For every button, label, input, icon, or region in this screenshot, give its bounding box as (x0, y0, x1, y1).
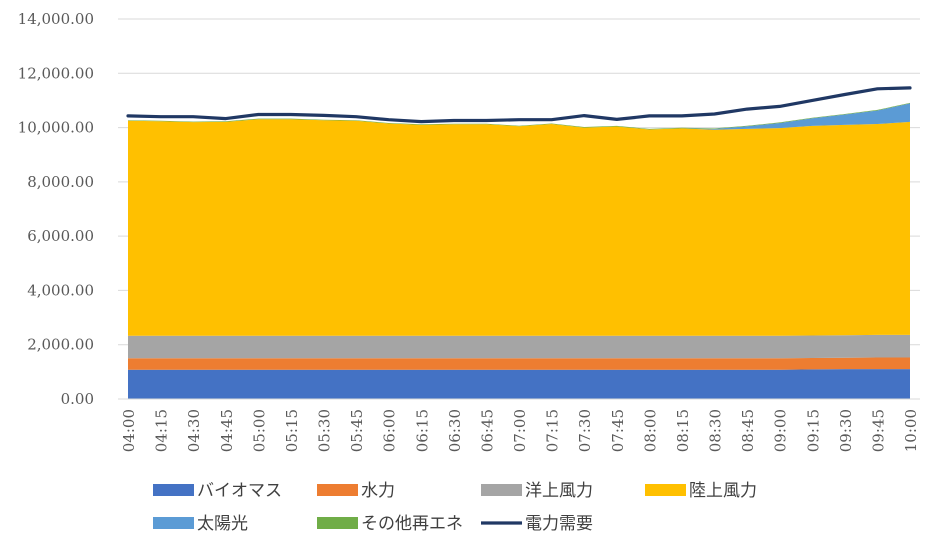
area-series-バイオマス (128, 369, 910, 399)
legend-marker-水力 (317, 484, 358, 496)
legend-label-電力需要: 電力需要 (525, 514, 593, 534)
x-tick-label: 09:00 (772, 409, 790, 452)
x-tick-label: 10:00 (902, 409, 920, 452)
x-tick-label: 08:00 (641, 409, 659, 452)
x-tick-label: 07:15 (544, 409, 562, 452)
y-tick-label: 6,000.00 (27, 227, 94, 245)
area-series-洋上風力 (128, 334, 910, 359)
line-series-group (126, 86, 912, 124)
x-tick-label: 06:45 (478, 409, 496, 452)
y-tick-label: 14,000.00 (18, 10, 94, 28)
x-tick-label: 06:30 (446, 409, 464, 452)
x-tick-label: 05:45 (348, 409, 366, 452)
legend-label-洋上風力: 洋上風力 (525, 481, 593, 501)
axes: 0.00 2,000.00 4,000.00 6,000.00 8,000.00 10,0… (18, 10, 920, 452)
x-tick-label: 05:15 (283, 409, 301, 452)
x-tick-label: 08:15 (674, 409, 692, 452)
y-tick-label: 2,000.00 (27, 336, 94, 354)
legend-marker-その他再エネ (317, 517, 358, 529)
x-tick-label: 04:30 (185, 409, 203, 452)
x-tick-label: 04:45 (218, 409, 236, 452)
x-tick-label: 05:30 (316, 409, 334, 452)
legend-marker-太陽光 (153, 517, 194, 529)
x-tick-label: 09:45 (869, 409, 887, 452)
x-tick-label: 05:00 (250, 409, 268, 452)
y-tick-label: 12,000.00 (18, 64, 94, 82)
y-tick-label: 4,000.00 (27, 281, 94, 299)
x-tick-label: 07:30 (576, 409, 594, 452)
y-tick-label: 0.00 (61, 390, 94, 408)
line-series-電力需要 (126, 86, 912, 124)
legend-marker-陸上風力 (645, 484, 686, 496)
x-tick-label: 06:00 (381, 409, 399, 452)
area-series-陸上風力 (128, 119, 910, 336)
legend-label-陸上風力: 陸上風力 (689, 481, 757, 501)
legend-label-その他再エネ: その他再エネ (361, 514, 463, 534)
y-tick-label: 8,000.00 (27, 173, 94, 191)
legend-marker-バイオマス (153, 484, 194, 496)
legend-label-バイオマス: バイオマス (197, 481, 282, 501)
x-tick-label: 06:15 (413, 409, 431, 452)
legend-marker-洋上風力 (481, 484, 522, 496)
y-tick-label: 10,000.00 (18, 119, 94, 137)
legend-label-太陽光: 太陽光 (197, 514, 248, 534)
x-tick-label: 07:45 (609, 409, 627, 452)
x-tick-label: 04:00 (120, 409, 138, 452)
x-tick-label: 07:00 (511, 409, 529, 452)
x-tick-label: 08:45 (739, 409, 757, 452)
x-tick-label: 08:30 (707, 409, 725, 452)
x-tick-label: 04:15 (153, 409, 171, 452)
x-tick-label: 09:15 (804, 409, 822, 452)
area-series-水力 (128, 357, 910, 370)
area-series-group (128, 102, 910, 399)
legend-label-水力: 水力 (361, 481, 395, 501)
x-tick-label: 09:30 (837, 409, 855, 452)
